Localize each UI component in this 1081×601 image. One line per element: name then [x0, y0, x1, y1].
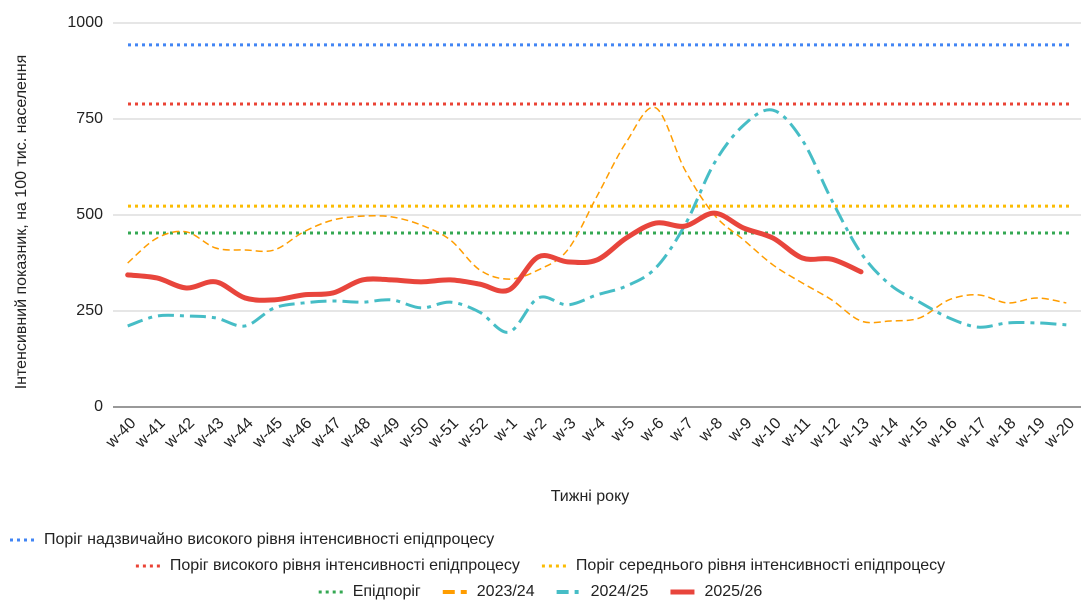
- x-tick-label: w-44: [220, 415, 257, 452]
- x-tick-label: w-5: [607, 415, 638, 446]
- x-tick-label: w-52: [454, 415, 491, 452]
- x-tick-label: w-11: [778, 415, 814, 451]
- y-tick-label: 0: [94, 398, 103, 415]
- x-tick-label: w-8: [695, 415, 726, 446]
- x-tick-label: w-3: [549, 415, 580, 446]
- x-tick-label: w-47: [308, 415, 345, 452]
- x-tick-label: w-19: [1012, 415, 1049, 452]
- x-tick-label: w-43: [190, 415, 227, 452]
- y-tick-label: 1000: [67, 14, 103, 31]
- y-tick-label: 750: [76, 110, 103, 127]
- x-tick-label: w-20: [1041, 415, 1078, 452]
- x-tick-label: w-18: [982, 415, 1019, 452]
- x-tick-label: w-50: [396, 415, 433, 452]
- x-tick-label: w-15: [894, 415, 931, 452]
- x-tick-label: w-12: [806, 415, 843, 452]
- x-tick-label: w-46: [278, 415, 315, 452]
- x-tick-label: w-6: [637, 415, 668, 446]
- legend-label: Епідпоріг: [353, 583, 421, 600]
- x-tick-label: w-51: [425, 415, 462, 452]
- x-tick-label: w-16: [924, 415, 961, 452]
- legend-label: Поріг середнього рівня інтенсивності епі…: [576, 557, 945, 574]
- x-tick-label: w-45: [249, 415, 286, 452]
- x-tick-label: w-17: [953, 415, 990, 452]
- legend-label: 2024/25: [591, 583, 649, 600]
- series-line: [127, 106, 1067, 324]
- x-tick-label: w-2: [519, 415, 550, 446]
- x-tick-label: w-10: [748, 415, 785, 452]
- y-tick-label: 500: [76, 206, 103, 223]
- x-axis-title: Тижні року: [551, 488, 630, 505]
- legend-label: Поріг надзвичайно високого рівня інтенси…: [44, 531, 494, 548]
- x-tick-label: w-4: [578, 415, 609, 446]
- y-axis-title: Інтенсивний показник, на 100 тис. населе…: [13, 55, 30, 390]
- legend-label: Поріг високого рівня інтенсивності епідп…: [170, 557, 520, 574]
- x-tick-label: w-49: [366, 415, 403, 452]
- series-line: [127, 108, 1067, 334]
- x-tick-label: w-48: [337, 415, 374, 452]
- x-tick-label: w-14: [865, 415, 902, 452]
- x-tick-label: w-42: [161, 415, 198, 452]
- x-tick-label: w-13: [836, 415, 873, 452]
- legend-label: 2025/26: [704, 583, 762, 600]
- y-tick-label: 250: [76, 302, 103, 319]
- x-tick-label: w-40: [102, 415, 139, 452]
- x-tick-label: w-7: [666, 415, 697, 446]
- x-tick-label: w-1: [490, 415, 521, 446]
- legend-label: 2023/24: [477, 583, 535, 600]
- series-line: [125, 210, 864, 303]
- x-tick-label: w-41: [132, 415, 169, 452]
